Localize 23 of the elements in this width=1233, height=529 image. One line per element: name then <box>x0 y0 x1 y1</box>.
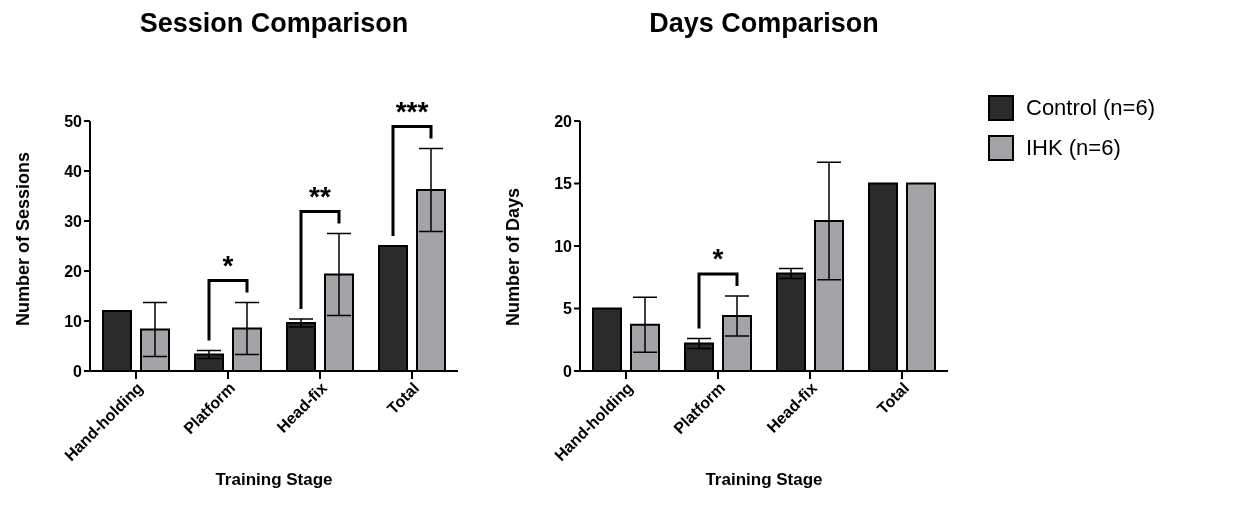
legend-label: Control (n=6) <box>1026 95 1156 121</box>
annotation: * <box>222 249 234 281</box>
y-tick-label: 10 <box>554 237 573 255</box>
y-tick-label: 0 <box>73 362 83 380</box>
y-tick-label: 30 <box>64 212 83 230</box>
x-axis-title: Training Stage <box>705 470 823 489</box>
y-tick-label: 20 <box>64 262 83 280</box>
annotation: ** <box>309 180 331 212</box>
y-tick-label: 5 <box>563 300 573 318</box>
y-axis-title: Number of Sessions <box>13 151 34 326</box>
y-tick-label: 20 <box>554 112 573 130</box>
y-tick-label: 0 <box>563 362 573 380</box>
legend-label: IHK (n=6) <box>1026 135 1121 161</box>
annotation: * <box>712 243 724 274</box>
y-axis-title: Number of Days <box>503 187 524 326</box>
y-tick-label: 10 <box>64 312 83 330</box>
x-axis-title: Training Stage <box>215 470 333 489</box>
chart-title: Days Comparison <box>648 8 880 40</box>
y-tick-label: 15 <box>554 175 573 193</box>
y-tick-label: 40 <box>64 162 83 180</box>
annotation: *** <box>395 95 429 127</box>
chart-title: Session Comparison <box>138 8 410 40</box>
y-tick-label: 50 <box>64 112 83 130</box>
